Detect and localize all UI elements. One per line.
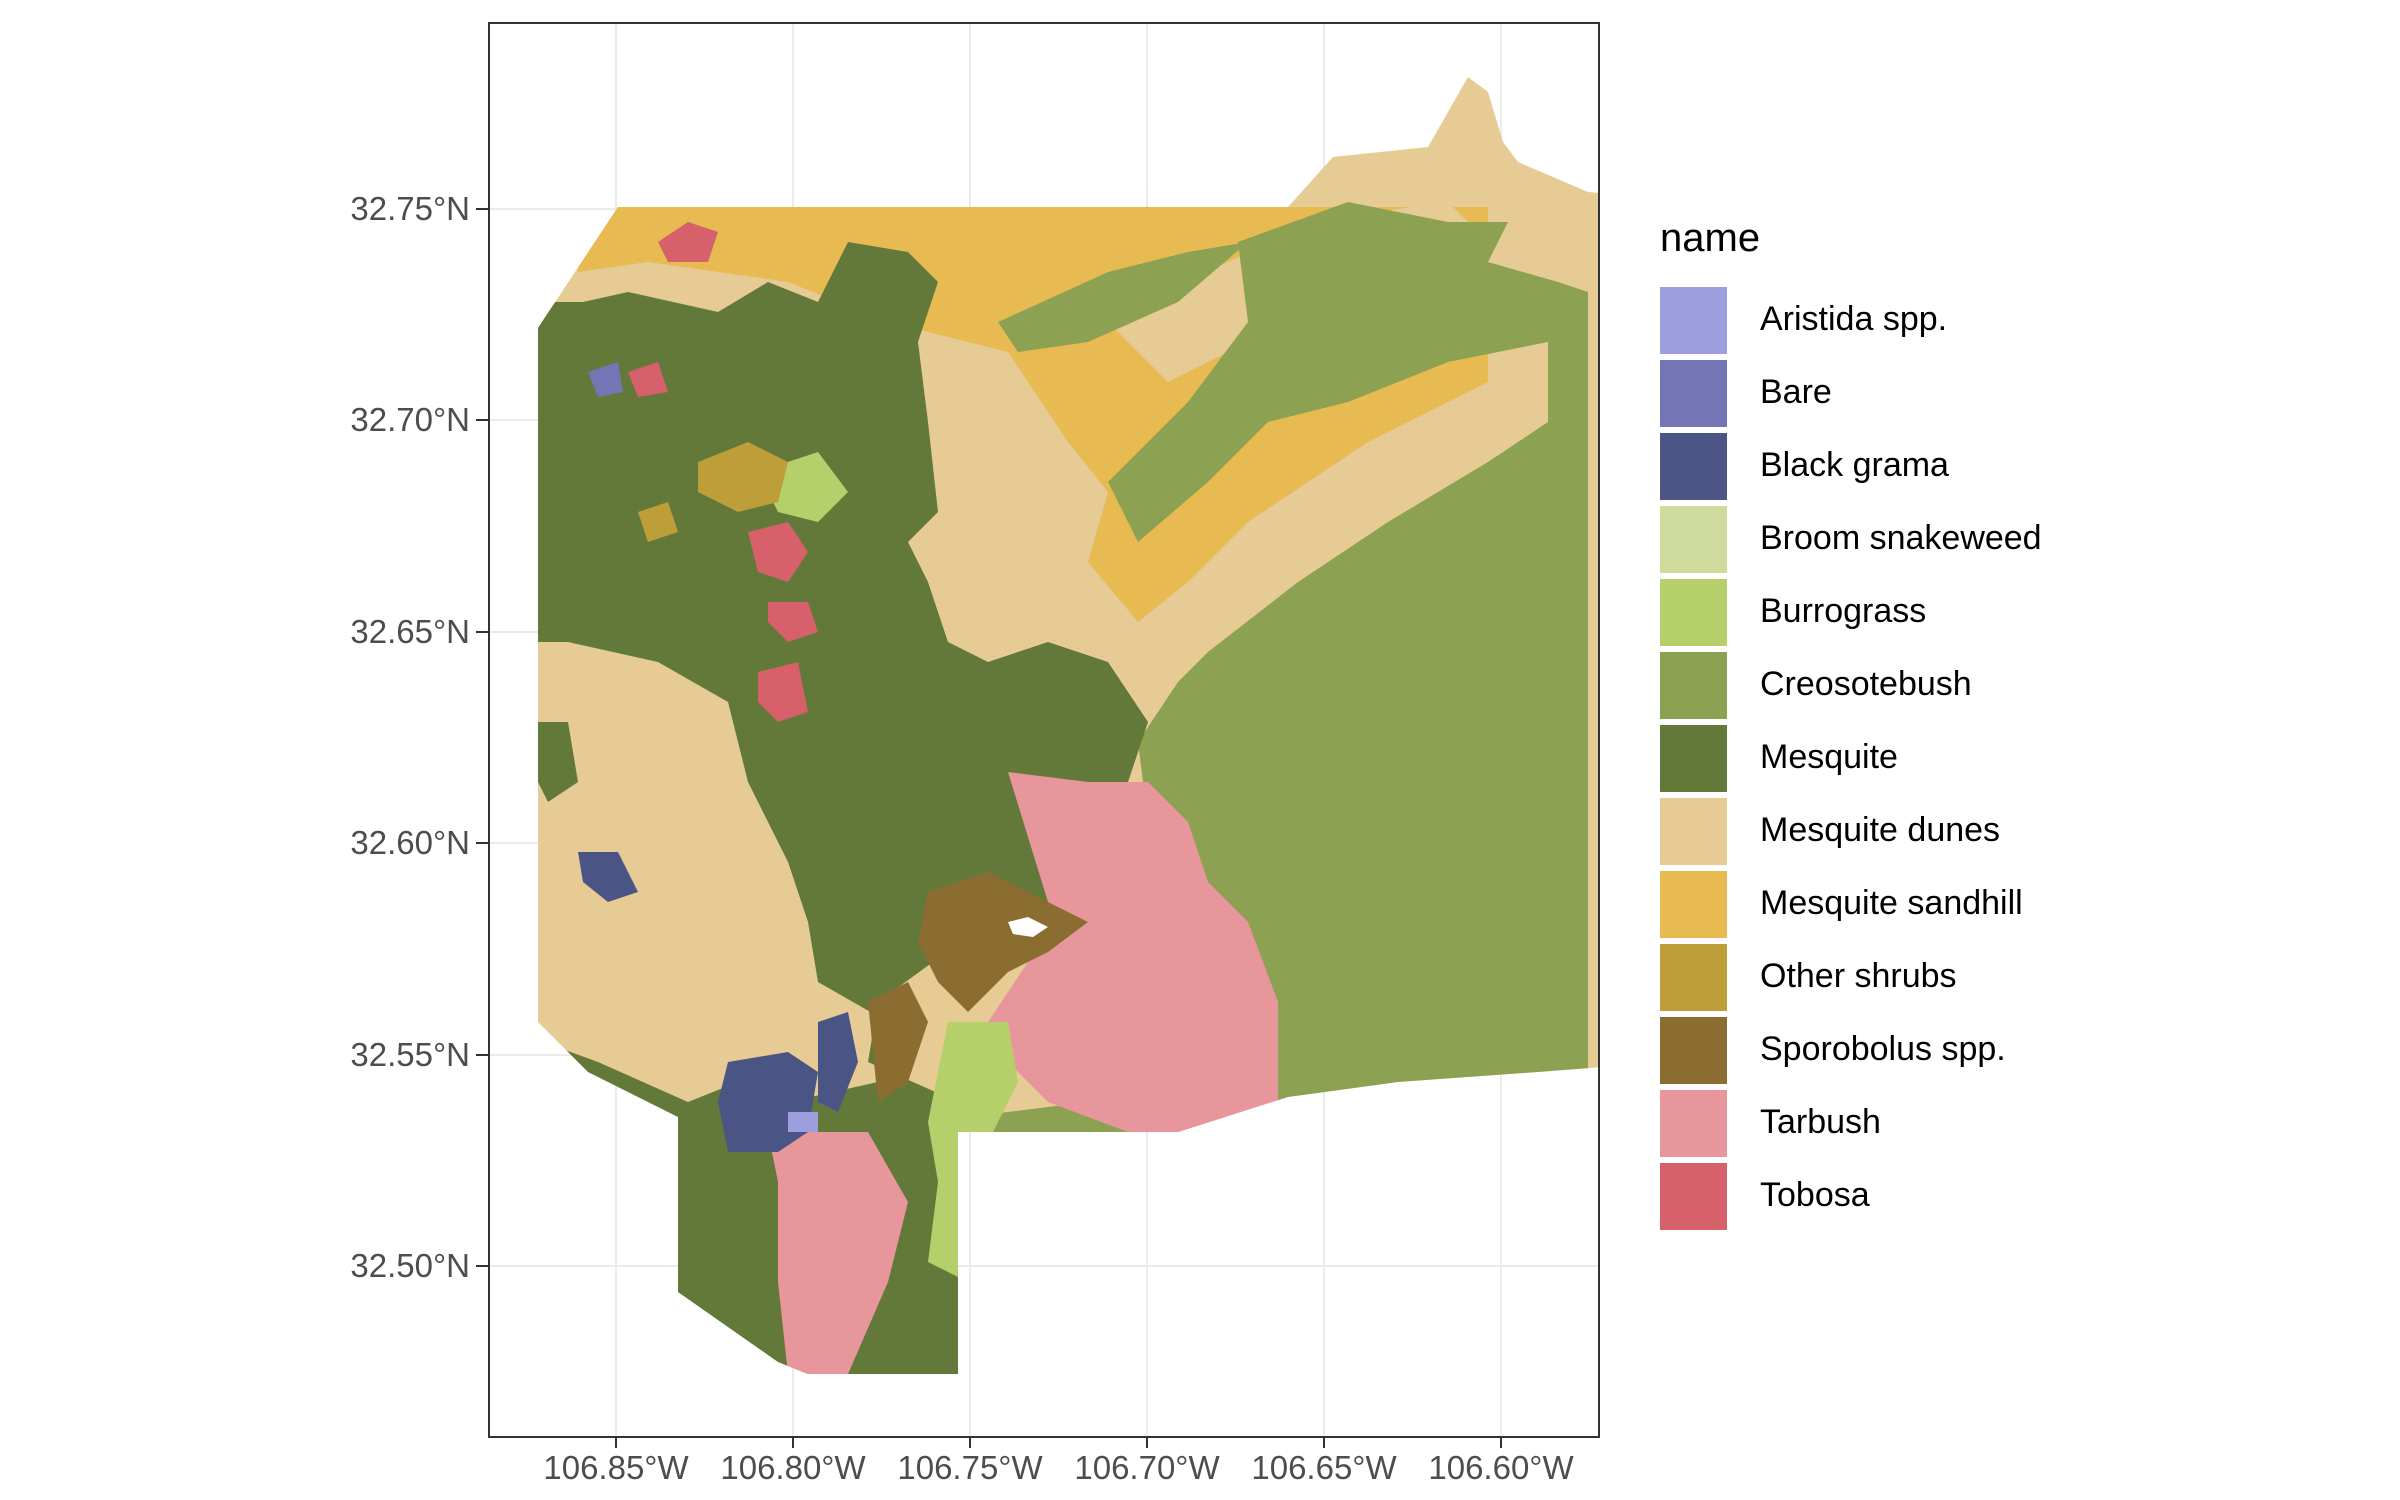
legend-item: Tobosa (1660, 1161, 1870, 1234)
legend-key-black-grama (1660, 433, 1727, 500)
legend-label: Mesquite dunes (1760, 811, 2001, 849)
legend-label: Mesquite (1760, 738, 1898, 776)
legend-item: Aristida spp. (1660, 285, 1947, 358)
tarbush-region (988, 772, 1278, 1132)
legend-item: Creosotebush (1660, 650, 1972, 723)
black-grama-patch-3 (578, 852, 638, 902)
x-tick-label: 106.80°W (720, 1449, 866, 1486)
x-tick-mark (1323, 1436, 1325, 1448)
y-tick-label: 32.55°N (350, 1036, 470, 1073)
legend-key-tobosa (1660, 1163, 1727, 1230)
legend-key-other-shrubs (1660, 944, 1727, 1011)
x-tick-mark (969, 1436, 971, 1448)
legend-key-mesquite-sandhill (1660, 871, 1727, 938)
legend-label: Aristida spp. (1760, 300, 1948, 338)
legend-item: Burrograss (1660, 577, 1926, 650)
mesquite-patch-w (538, 722, 578, 802)
x-tick-mark (615, 1436, 617, 1448)
legend-key-sporobolus (1660, 1017, 1727, 1084)
creosotebush-patch (998, 242, 1248, 352)
legend-title: name (1660, 216, 1761, 260)
map-panel (488, 22, 1598, 1436)
unclassified-hole (1008, 917, 1048, 937)
legend-key-burrograss (1660, 579, 1727, 646)
aristida-patch (788, 1112, 818, 1132)
legend-item: Bare (1660, 358, 1832, 431)
x-tick-label: 106.85°W (543, 1449, 689, 1486)
legend: name Aristida spp. Bare Black grama Broo… (1660, 215, 2042, 1234)
other-shrubs-patch-2 (638, 502, 678, 542)
legend-key-bare (1660, 360, 1727, 427)
legend-item: Tarbush (1660, 1088, 1881, 1161)
legend-label: Creosotebush (1760, 665, 1972, 703)
legend-item: Black grama (1660, 431, 1949, 504)
y-tick-mark (476, 631, 488, 633)
tobosa-patch-5 (628, 362, 668, 397)
x-tick-label: 106.70°W (1074, 1449, 1220, 1486)
tobosa-patch-3 (758, 662, 808, 722)
x-tick-label: 106.75°W (897, 1449, 1043, 1486)
legend-key-aristida (1660, 287, 1727, 354)
x-tick-mark (792, 1436, 794, 1448)
legend-item: Other shrubs (1660, 942, 1957, 1015)
legend-item: Mesquite (1660, 723, 1898, 796)
y-tick-mark (476, 419, 488, 421)
legend-key-broom-snakeweed (1660, 506, 1727, 573)
legend-item: Mesquite sandhill (1660, 869, 2023, 942)
legend-label: Other shrubs (1760, 957, 1957, 995)
y-tick-mark (476, 842, 488, 844)
sporobolus-patch-2 (868, 982, 928, 1102)
y-tick-mark (476, 1054, 488, 1056)
vegetation-map (488, 22, 1598, 1436)
legend-label: Burrograss (1760, 592, 1927, 630)
y-tick-label: 32.75°N (350, 190, 470, 227)
y-tick-label: 32.60°N (350, 824, 470, 861)
legend-key-creosotebush (1660, 652, 1727, 719)
legend-item: Mesquite dunes (1660, 796, 2000, 869)
legend-key-tarbush (1660, 1090, 1727, 1157)
burrograss-patch (928, 1022, 1018, 1282)
bare-patch (588, 362, 623, 397)
x-tick-label: 106.60°W (1428, 1449, 1574, 1486)
vegetation-polygons (538, 77, 1598, 1374)
y-tick-label: 32.50°N (350, 1247, 470, 1284)
tarbush-south (768, 1132, 908, 1374)
other-shrubs-patch (698, 442, 788, 512)
y-tick-mark (476, 1265, 488, 1267)
x-tick-mark (1146, 1436, 1148, 1448)
legend-key-mesquite (1660, 725, 1727, 792)
legend-label: Broom snakeweed (1760, 519, 2042, 557)
legend-label: Black grama (1760, 446, 1949, 484)
y-tick-label: 32.70°N (350, 401, 470, 438)
legend-label: Sporobolus spp. (1760, 1030, 2006, 1068)
sporobolus-patch (918, 872, 1088, 1012)
legend-label: Tobosa (1760, 1176, 1870, 1214)
legend-label: Bare (1760, 373, 1832, 411)
black-grama-patch-2 (818, 1012, 858, 1112)
legend-label: Mesquite sandhill (1760, 884, 2023, 922)
x-tick-mark (1500, 1436, 1502, 1448)
legend-item: Sporobolus spp. (1660, 1015, 2006, 1088)
y-tick-mark (476, 208, 488, 210)
tobosa-patch-4 (658, 222, 718, 262)
tobosa-patch-2 (768, 602, 818, 642)
x-tick-label: 106.65°W (1251, 1449, 1397, 1486)
legend-key-mesquite-dunes (1660, 798, 1727, 865)
y-tick-label: 32.65°N (350, 613, 470, 650)
tobosa-patch (748, 522, 808, 582)
legend-item: Broom snakeweed (1660, 504, 2042, 577)
legend-label: Tarbush (1760, 1103, 1881, 1141)
